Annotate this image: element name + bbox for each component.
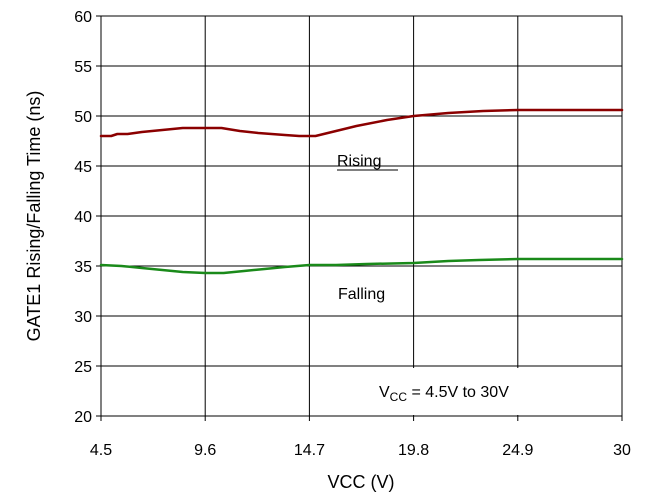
plot-frame [100, 15, 623, 417]
annotation-subscript: CC [390, 390, 408, 404]
y-tick-label: 30 [74, 309, 92, 326]
x-axis-title: VCC (V) [328, 472, 395, 492]
series-line-falling [99, 257, 624, 275]
y-tick-labels: 20 25 30 35 40 45 50 55 60 [74, 9, 92, 426]
annotation-suffix: = 4.5V to 30V [407, 384, 509, 401]
x-tick-label: 4.5 [90, 442, 112, 459]
annotation-box [364, 368, 621, 415]
series-lines [99, 108, 624, 275]
x-tick-label: 9.6 [194, 442, 216, 459]
x-tick-label: 24.9 [502, 442, 533, 459]
y-tick-label: 25 [74, 359, 92, 376]
y-tick-label: 35 [74, 259, 92, 276]
y-tick-label: 40 [74, 209, 92, 226]
x-tick-labels: 4.5 9.6 14.7 19.8 24.9 30 [90, 442, 631, 459]
y-tick-label: 50 [74, 109, 92, 126]
y-tick-label: 55 [74, 59, 92, 76]
y-axis-title: GATE1 Rising/Falling Time (ns) [24, 91, 44, 342]
y-tick-label: 20 [74, 409, 92, 426]
annotation-prefix: V [379, 384, 390, 401]
y-tick-label: 60 [74, 9, 92, 26]
x-tick-label: 19.8 [398, 442, 429, 459]
x-tick-label: 30 [613, 442, 631, 459]
y-tick-label: 45 [74, 159, 92, 176]
series-line-rising [99, 108, 624, 138]
series-label-falling: Falling [338, 286, 385, 303]
annotation-text: VCC = 4.5V to 30V [379, 384, 509, 404]
grid-lines [96, 15, 623, 421]
x-tick-label: 14.7 [294, 442, 325, 459]
series-label-rising: Rising [337, 153, 381, 170]
